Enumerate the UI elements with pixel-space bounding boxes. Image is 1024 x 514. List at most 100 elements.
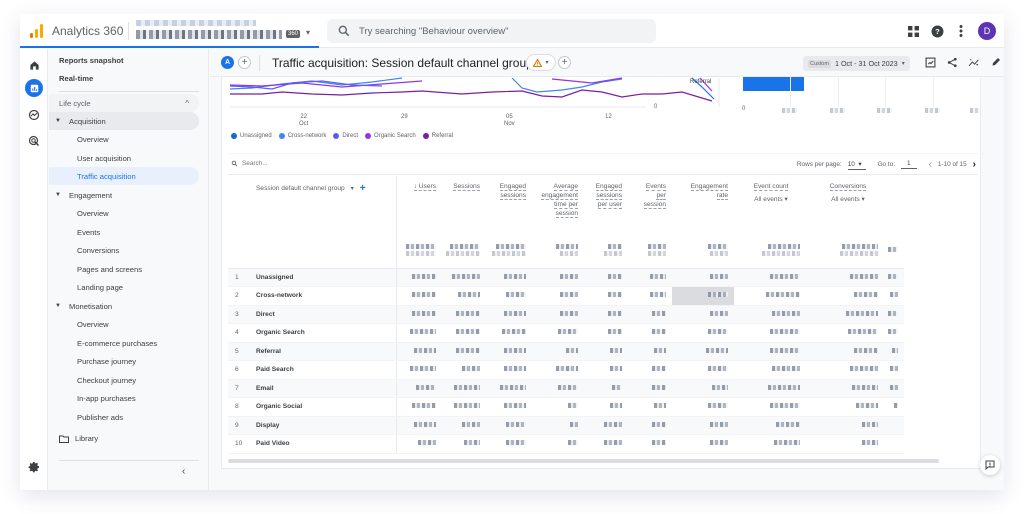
dimension-picker[interactable]: Session default channel group [256,185,345,192]
explore-icon[interactable] [26,107,42,123]
column-header-engaged-sessions[interactable]: Engaged sessions [499,183,526,200]
sidebar-item-checkout-journey[interactable]: Checkout journey [77,375,137,385]
event-count-filter-dropdown[interactable]: All events ▾ [754,195,788,203]
table-row[interactable]: 4 Organic Search [228,323,904,343]
sidebar-item-landing-page[interactable]: Landing page [77,282,124,292]
send-feedback-button[interactable] [980,455,1000,475]
column-header-event-count[interactable]: Event count All events ▾ [734,176,814,234]
column-header-avg-engagement-time[interactable]: Average engagement time per session [541,183,578,218]
report-nav-sidebar: Reports snapshot Real-time Life cycle ^ … [49,49,209,490]
chevron-down-icon: ▾ [901,61,905,67]
chevron-down-icon[interactable]: ▾ [350,186,354,192]
table-row[interactable]: 6 Paid Search [228,360,904,380]
next-page-chevron-icon[interactable]: › [972,159,976,170]
search-input[interactable] [359,23,649,39]
insights-icon[interactable] [968,56,980,68]
column-header-engaged-sessions-per-user[interactable]: Engaged sessions per user [595,183,622,209]
apps-grid-icon[interactable] [906,24,920,38]
customize-report-icon[interactable] [924,56,936,68]
column-header-events-per-session[interactable]: Events per session [643,183,666,209]
bar-axis-tick-redacted [925,108,940,113]
user-avatar[interactable]: D [978,22,996,40]
table-row[interactable]: 2 Cross-network [228,286,904,306]
svg-text:?: ? [935,27,940,36]
legend-item[interactable]: Referral [422,133,453,139]
table-row[interactable]: 9 Display [228,416,904,435]
advertising-icon[interactable] [26,133,42,149]
column-header-sessions[interactable]: Sessions [453,183,480,191]
previous-page-chevron-icon[interactable]: ‹ [928,159,932,170]
sidebar-item-user-acquisition[interactable]: User acquisition [77,153,132,163]
data-quality-warning-button[interactable]: ▾ [526,54,556,71]
section-label: Engagement [69,190,113,200]
legend-item[interactable]: Cross-network [278,133,326,139]
sidebar-item-engagement-overview[interactable]: Overview [77,208,109,218]
more-vert-icon[interactable] [954,24,968,38]
bar-axis-tick-redacted [970,108,980,113]
help-icon[interactable]: ? [930,24,944,38]
sidebar-section-monetisation[interactable]: ▼ Monetisation [49,297,199,315]
x-axis-tick: 29 [401,114,408,120]
column-header-users[interactable]: ↓ Users [413,183,436,191]
reports-icon[interactable] [25,79,43,97]
share-icon[interactable] [946,56,958,68]
sidebar-item-real-time[interactable]: Real-time [59,73,94,83]
bar-referral [743,77,804,91]
goto-page-input[interactable]: 1 [900,160,917,169]
table-row[interactable]: 8 Organic Social [228,397,904,417]
sidebar-item-purchase-journey[interactable]: Purchase journey [77,356,137,366]
global-search[interactable] [327,19,656,43]
column-header-engagement-rate[interactable]: Engagement rate [690,183,728,200]
legend-item[interactable]: Unassigned [231,133,272,139]
sidebar-item-in-app-purchases[interactable]: In-app purchases [77,393,136,403]
sidebar-item-monetisation-overview[interactable]: Overview [77,319,109,329]
horizontal-scrollbar[interactable] [228,459,939,463]
table-row[interactable]: 5 Referral [228,342,904,361]
add-filter-button[interactable]: + [558,56,571,69]
account-picker[interactable]: 360 ▾ [134,19,310,43]
table-search-input[interactable] [242,160,322,167]
settings-gear-icon[interactable] [26,459,42,475]
sidebar-item-publisher-ads[interactable]: Publisher ads [77,412,124,422]
table-search[interactable] [231,160,322,167]
column-header-conversions[interactable]: Conversions All events ▾ [814,176,888,234]
conversions-filter-dropdown[interactable]: All events ▾ [831,195,865,203]
sidebar-item-reports-snapshot[interactable]: Reports snapshot [59,55,124,65]
table-row[interactable]: 10 Paid Video [228,434,904,454]
main-content: A + Traffic acquisition: Session default… [210,49,1004,490]
legend-item[interactable]: Direct [333,133,358,139]
edit-pencil-icon[interactable] [990,56,1002,68]
sidebar-item-events[interactable]: Events [77,227,101,237]
traffic-table: Session default channel group ▾ + ↓ User… [228,176,904,454]
caret-down-icon: ▼ [55,118,61,124]
add-comparison-button[interactable]: + [238,56,251,69]
sidebar-item-ecommerce-purchases[interactable]: E-commerce purchases [77,338,158,348]
add-dimension-plus-icon[interactable]: + [359,183,366,194]
sidebar-item-conversions[interactable]: Conversions [77,245,120,255]
360-badge: 360 [286,30,301,38]
comparison-segment-badge[interactable]: A [221,56,234,69]
sidebar-item-pages-and-screens[interactable]: Pages and screens [77,264,143,274]
rows-per-page-select[interactable]: 10 ▾ [847,160,866,170]
analytics-logo-icon [30,24,44,38]
table-row[interactable]: 3 Direct [228,305,904,324]
date-range-picker[interactable]: Custom 1 Oct - 31 Oct 2023 ▾ [803,56,910,71]
sidebar-item-traffic-acquisition[interactable]: Traffic acquisition [49,167,199,185]
pagination: Rows per page: 10 ▾ Go to: 1 ‹ 1-10 of 1… [797,159,976,170]
table-row[interactable]: 7 Email [228,379,904,398]
bar-category-label: Referral [690,79,712,85]
table-toolbar: Rows per page: 10 ▾ Go to: 1 ‹ 1-10 of 1… [228,153,978,175]
bar-axis-zero: 0 [742,106,746,112]
folder-icon [59,435,69,443]
collapse-sidebar-chevron-icon[interactable]: ‹ [182,466,186,477]
sidebar-item-library[interactable]: Library [59,434,98,443]
home-icon[interactable] [26,57,42,73]
sidebar-group-life-cycle[interactable]: Life cycle ^ [49,94,199,112]
sidebar-section-engagement[interactable]: ▼ Engagement [49,186,199,204]
legend-item[interactable]: Organic Search [365,133,416,139]
table-row[interactable]: 1 Unassigned [228,268,904,287]
goto-label: Go to: [877,161,895,168]
x-axis-tick: 12 [605,114,612,120]
sidebar-item-acquisition-overview[interactable]: Overview [77,134,109,144]
sidebar-section-acquisition[interactable]: ▼ Acquisition [49,112,199,130]
